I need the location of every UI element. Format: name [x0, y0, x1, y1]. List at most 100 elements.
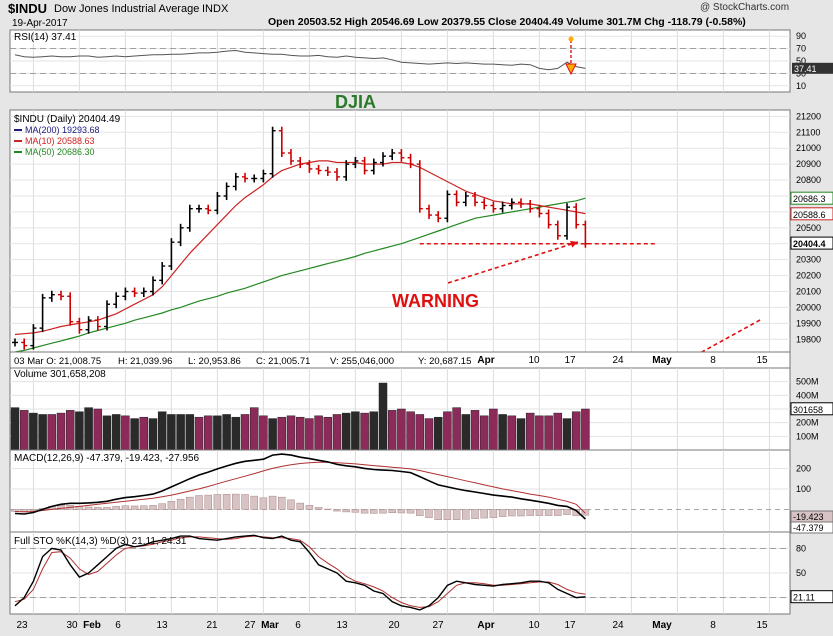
legend-entry-2: MA(50) 20686.30	[25, 147, 95, 157]
symbol: $INDU	[8, 1, 48, 16]
volume-bar	[130, 418, 139, 451]
volume-bar	[139, 416, 149, 451]
x-bottom-label-9: 13	[336, 620, 348, 631]
macd-hist-bar	[370, 509, 378, 514]
x-info-2: L: 20,953.86	[188, 356, 241, 367]
macd-value-label-0: -19.423	[793, 512, 824, 522]
price-tick-label: 20800	[796, 175, 821, 185]
volume-title: Volume 301,658,208	[14, 369, 106, 380]
rsi-last-box	[792, 62, 833, 74]
macd-hist-bar	[333, 509, 341, 512]
price-title: $INDU (Daily) 20404.49	[14, 114, 121, 125]
volume-bar	[111, 414, 121, 451]
volume-bar	[406, 411, 415, 451]
volume-bar	[56, 412, 66, 451]
volume-bar	[121, 415, 130, 451]
macd-hist-bar	[140, 505, 148, 510]
sto-k-line	[14, 534, 586, 611]
x-bottom-label-2: Feb	[83, 620, 101, 631]
x-bottom-label-10: 20	[388, 620, 400, 631]
x-bottom-label-8: 6	[295, 620, 301, 631]
volume-bar	[525, 412, 535, 451]
macd-hist-bar	[296, 502, 304, 510]
macd-hist-bar	[278, 496, 286, 510]
macd-hist-bar	[535, 509, 544, 516]
volume-bar	[424, 418, 434, 451]
x-bottom-label-1: 30	[66, 620, 78, 631]
x-bottom-label-6: 27	[244, 620, 256, 631]
volume-tick-label: 500M	[796, 377, 819, 387]
volume-bar	[443, 411, 452, 451]
volume-bar	[369, 411, 379, 451]
macd-value-box	[790, 521, 833, 534]
macd-hist-bar	[452, 509, 461, 520]
macd-hist-bar	[103, 507, 111, 510]
macd-hist-bar	[508, 509, 516, 517]
price-value-box	[790, 207, 833, 221]
x-top-label-0: Apr	[477, 355, 494, 366]
macd-hist-bar	[268, 495, 277, 510]
macd-hist-bar	[342, 509, 350, 513]
macd-hist-bar	[526, 509, 534, 516]
volume-bar	[268, 418, 277, 451]
macd-hist-bar	[360, 509, 369, 514]
volume-bar	[378, 382, 388, 451]
volume-last-label: 301658	[793, 405, 823, 415]
macd-hist-bar	[498, 509, 507, 517]
macd-hist-bar	[554, 509, 562, 516]
volume-bar	[75, 411, 84, 451]
macd-hist-bar	[241, 494, 249, 510]
rsi-arrow-dot	[568, 36, 574, 42]
volume-tick-label: 200M	[796, 418, 819, 428]
macd-hist-bar	[406, 509, 415, 514]
price-value-box	[790, 191, 833, 205]
macd-value-label-1: -47.379	[793, 523, 824, 533]
volume-bar	[516, 418, 526, 451]
macd-hist-bar	[480, 509, 488, 519]
volume-bar	[240, 414, 250, 451]
macd-hist-bar	[149, 505, 157, 510]
index-name: Dow Jones Industrial Average	[54, 3, 200, 15]
volume-bar	[157, 411, 167, 451]
macd-hist-bar	[57, 505, 65, 510]
volume-bar	[544, 415, 553, 451]
macd-hist-bar	[158, 503, 166, 510]
legend-entry-0: MA(200) 19293.68	[25, 125, 100, 135]
volume-bar	[314, 415, 323, 451]
x-top-label-5: 8	[710, 355, 716, 366]
volume-bar	[222, 414, 231, 451]
volume-bar	[562, 418, 572, 451]
watermark: @ StockCharts.com	[700, 2, 790, 13]
macd-hist-bar	[416, 509, 424, 516]
x-bottom-label-17: 8	[710, 620, 716, 631]
macd-hist-bar	[581, 509, 590, 516]
macd-hist-bar	[351, 509, 360, 513]
price-tick-label: 19800	[796, 334, 821, 344]
macd-hist-bar	[176, 498, 185, 510]
macd-hist-bar	[305, 505, 314, 510]
exchange: INDX	[202, 3, 229, 15]
macd-hist-bar	[425, 509, 433, 518]
rsi-last-label: 37.41	[794, 64, 817, 74]
macd-hist-bar	[222, 494, 231, 510]
price-tick-label: 20300	[796, 255, 821, 265]
price-tick-label: 21100	[796, 127, 820, 137]
price-value-label-2: 20404.4	[793, 239, 826, 249]
volume-bar	[19, 410, 29, 451]
volume-bar	[479, 415, 489, 451]
volume-bar	[286, 415, 296, 451]
macd-hist-bar	[489, 509, 498, 518]
x-info-4: V: 255,046,000	[330, 356, 394, 367]
macd-hist-bar	[84, 506, 93, 510]
x-bottom-label-3: 6	[115, 620, 121, 631]
date: 19-Apr-2017	[12, 18, 68, 29]
volume-bar	[93, 408, 103, 451]
price-value-box	[790, 236, 833, 250]
volume-bar	[387, 410, 397, 451]
x-info-1: H: 21,039.96	[118, 356, 172, 367]
volume-bar	[489, 408, 498, 451]
price-tick-label: 20000	[796, 302, 821, 312]
x-bottom-label-12: Apr	[477, 620, 494, 631]
volume-bar	[167, 414, 176, 451]
